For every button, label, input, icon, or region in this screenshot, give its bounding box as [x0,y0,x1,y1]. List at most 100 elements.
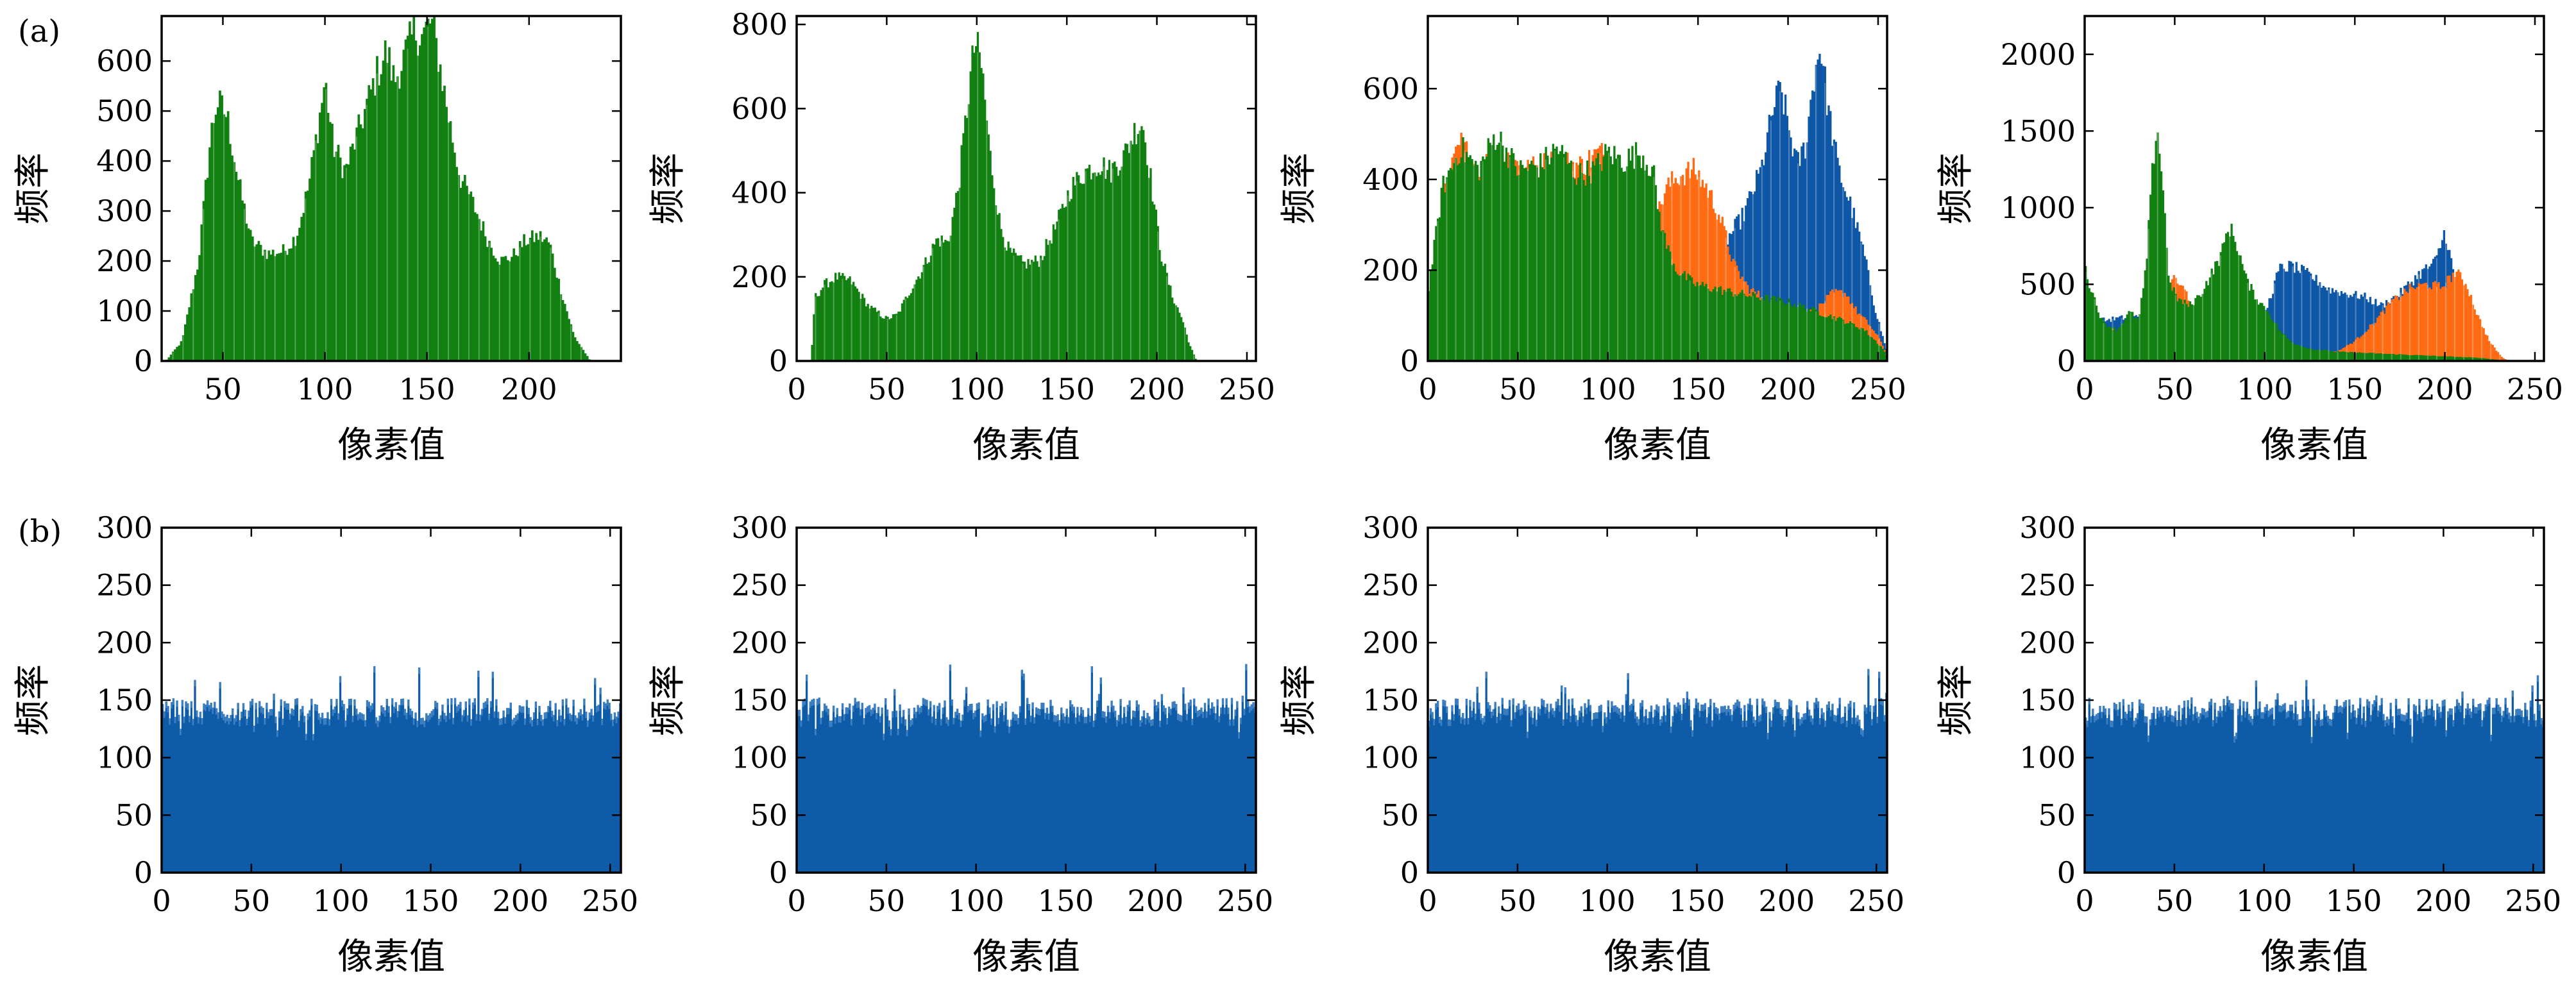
histogram-bar-top [2273,719,2275,726]
histogram-bar [1191,719,1194,873]
histogram-bar [2343,701,2346,873]
histogram-bar [361,128,364,361]
histogram-bar [197,717,200,873]
histogram-bar [2158,710,2160,873]
histogram-bar-top [228,718,230,725]
histogram-bar-top [1498,706,1500,713]
y-tick-label: 200 [2019,625,2076,660]
histogram-bar-top [253,725,255,732]
histogram-bar [2335,700,2338,873]
histogram-bar [1498,706,1500,873]
histogram-bar-top [1463,718,1466,725]
histogram-bar-top [1218,716,1221,723]
histogram-bar-top [355,708,358,716]
y-tick-label: 300 [96,194,153,228]
histogram-bar [1826,115,1828,361]
histogram-bar-top [1227,707,1230,714]
histogram-bar [1715,707,1717,873]
histogram-bar [535,233,538,361]
histogram-bar [1752,194,1754,361]
y-tick-label: 0 [769,855,788,890]
histogram-bar [1613,705,1615,873]
histogram-bar [1647,718,1649,873]
histogram-bar-top [1162,705,1165,712]
x-tick-label: 0 [2075,884,2094,918]
histogram-bar [466,185,468,361]
histogram-bar-top [840,716,842,723]
histogram-bar-top [558,709,561,716]
histogram-bar [1701,281,1704,361]
histogram-bar [2511,691,2514,873]
histogram-bar-top [1058,720,1061,727]
histogram-bar [2430,355,2433,361]
histogram-bar [1096,700,1099,873]
histogram-bar [292,237,295,361]
histogram-bar [259,244,262,361]
histogram-bar-top [2092,708,2094,716]
histogram-bar [2466,357,2469,361]
histogram-bar [999,706,1002,873]
histogram-bar [1738,701,1741,873]
histogram-bar [1456,165,1459,361]
histogram-bar [2443,700,2446,873]
histogram-bar [1252,702,1255,873]
histogram-bar [2208,701,2211,873]
histogram-bar-top [2196,712,2198,719]
histogram-bar-top [538,705,541,712]
histogram-bar-top [2275,699,2277,706]
x-tick-label: 100 [948,884,1004,918]
histogram-bar-top [822,710,824,717]
histogram-bar [196,269,199,361]
histogram-bar-top [1051,705,1054,712]
histogram-bar [430,710,433,873]
histogram-bar-top [1598,705,1600,712]
histogram-bar [1505,708,1507,873]
histogram-bar [2499,707,2502,873]
histogram-bar [834,717,837,873]
histogram-bar [1087,168,1089,361]
x-tick-label: 100 [1580,372,1636,406]
histogram-bar [834,272,837,361]
histogram-bar [2362,296,2364,361]
histogram-bar [805,674,808,873]
histogram-bar [2340,351,2343,361]
histogram-bar [863,297,866,361]
histogram-bar [2325,710,2328,873]
histogram-bar-top [1049,700,1052,707]
histogram-bar [1840,182,1843,361]
histogram-bar [2315,274,2318,361]
histogram-bar-top [1114,710,1117,717]
histogram-bar [1577,719,1579,873]
histogram-bar-top [1040,702,1043,709]
histogram-bar-top [335,699,338,706]
histogram-bar [945,717,948,873]
histogram-bar [1709,699,1712,873]
histogram-bar [2441,700,2444,873]
histogram-bar [2156,707,2159,873]
histogram-bar [437,719,441,873]
histogram-bar [988,707,991,873]
histogram-bar [2298,719,2301,873]
histogram-bar [1458,708,1461,873]
histogram-bar-top [2477,704,2480,711]
histogram-bar [854,286,857,361]
histogram-bar [892,314,895,361]
histogram-bar [592,715,595,873]
histogram-bar [2160,171,2163,361]
histogram-bar [578,344,580,361]
histogram-bar-top [1666,698,1669,705]
histogram-bar-top [314,704,317,711]
histogram-bar [2309,273,2312,361]
histogram-bar [1788,298,1790,361]
histogram-bar-top [206,700,209,707]
histogram-bar [2183,299,2186,361]
histogram-bar [2164,716,2166,873]
histogram-bar [2509,716,2512,873]
histogram-bar [827,287,830,361]
histogram-bar-top [2093,716,2096,723]
histogram-bar [2445,287,2447,361]
histogram-bar [1763,301,1765,361]
histogram-bar [919,278,922,361]
histogram-bar [1694,174,1697,361]
histogram-bar [2155,719,2157,873]
